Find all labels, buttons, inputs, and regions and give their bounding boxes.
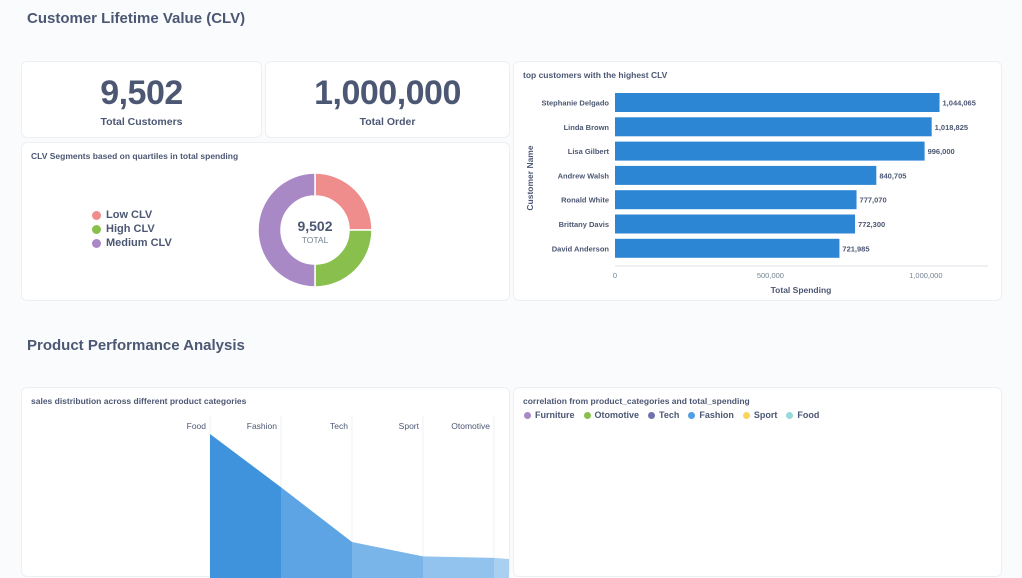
bar-andrew-walsh[interactable] <box>615 165 877 185</box>
sales-distribution-title: sales distribution across different prod… <box>31 396 247 406</box>
legend-item-tech[interactable]: Tech <box>648 410 679 420</box>
bar-linda-brown[interactable] <box>615 117 932 137</box>
donut-center-value: 9,502 <box>297 218 332 234</box>
value-label: 996,000 <box>928 147 955 156</box>
category-label: Fashion <box>247 421 278 431</box>
sales-distribution-card[interactable]: sales distribution across different prod… <box>21 387 510 578</box>
bar-stephanie-delgado[interactable] <box>615 93 940 112</box>
legend-item-fashion[interactable]: Fashion <box>688 410 734 420</box>
bar-brittany-davis[interactable] <box>615 214 856 234</box>
donut-center-label: TOTAL <box>302 235 329 245</box>
category-label: Food <box>187 421 207 431</box>
funnel-area-food[interactable] <box>210 434 281 578</box>
legend-label: Low CLV <box>106 209 153 221</box>
top-customers-title: top customers with the highest CLV <box>523 70 668 80</box>
legend-item-food[interactable]: Food <box>786 410 819 420</box>
total-order-card[interactable]: 1,000,000 Total Order <box>265 61 510 138</box>
funnel-area-tech[interactable] <box>352 542 423 578</box>
clv-segments-title: CLV Segments based on quartiles in total… <box>31 151 239 161</box>
legend-item-sport[interactable]: Sport <box>742 410 778 420</box>
category-label: Otomotive <box>451 421 490 431</box>
total-order-label: Total Order <box>359 116 416 128</box>
legend-label: Fashion <box>699 410 734 420</box>
value-label: 1,044,065 <box>943 99 976 108</box>
legend-item-furniture[interactable]: Furniture <box>524 410 575 420</box>
legend-dot-icon <box>688 411 696 419</box>
funnel-area-otomotive[interactable] <box>494 557 509 578</box>
total-order-value: 1,000,000 <box>314 74 461 112</box>
donut-slice-medium-clv[interactable] <box>257 172 316 288</box>
correlation-card[interactable]: correlation from product_categories and … <box>513 387 1002 577</box>
category-label: Linda Brown <box>564 123 610 132</box>
legend-dot-icon <box>524 411 531 419</box>
total-customers-card[interactable]: 9,502 Total Customers <box>21 61 262 138</box>
value-label: 777,070 <box>860 196 887 205</box>
clv-donut-chart[interactable]: 9,502 TOTAL <box>250 165 380 295</box>
funnel-area-sport[interactable] <box>423 556 494 578</box>
category-label: Andrew Walsh <box>558 171 610 180</box>
legend-item-otomotive[interactable]: Otomotive <box>583 410 640 420</box>
category-label: David Anderson <box>552 244 610 253</box>
legend-label: Medium CLV <box>106 237 172 249</box>
category-label: Sport <box>399 421 420 431</box>
clv-segments-card[interactable]: CLV Segments based on quartiles in total… <box>21 142 510 301</box>
total-customers-value: 9,502 <box>100 74 183 112</box>
y-axis-label: Customer Name <box>525 145 535 210</box>
product-section-title: Product Performance Analysis <box>27 337 245 354</box>
legend-item-low-clv[interactable]: Low CLV <box>92 209 152 221</box>
legend-dot-icon <box>648 411 656 419</box>
top-customers-bar-chart[interactable]: Stephanie Delgado 1,044,065 Linda Brown 1,0… <box>514 82 1001 302</box>
x-tick-label: 500,000 <box>757 271 784 280</box>
x-tick-label: 0 <box>613 271 617 280</box>
category-label: Tech <box>330 421 348 431</box>
correlation-legend: Furniture Otomotive Tech Fashion Sport F… <box>524 410 819 420</box>
funnel-area-fashion[interactable] <box>281 487 352 578</box>
category-label: Stephanie Delgado <box>541 99 609 108</box>
value-label: 1,018,825 <box>935 123 968 132</box>
legend-dot-icon <box>786 411 794 419</box>
legend-dot-icon <box>583 411 591 419</box>
value-label: 840,705 <box>879 171 906 180</box>
legend-dot-icon <box>92 224 101 234</box>
category-label: Ronald White <box>561 196 609 205</box>
legend-label: Otomotive <box>594 410 640 420</box>
legend-label: Furniture <box>535 410 575 420</box>
bar-david-anderson[interactable] <box>615 238 840 258</box>
legend-item-medium-clv[interactable]: Medium CLV <box>92 237 172 249</box>
legend-dot-icon <box>742 411 750 419</box>
x-axis-label: Total Spending <box>771 285 832 295</box>
category-label: Brittany Davis <box>559 220 609 229</box>
legend-item-high-clv[interactable]: High CLV <box>92 223 155 235</box>
top-customers-card[interactable]: top customers with the highest CLV Steph… <box>513 61 1002 301</box>
legend-label: High CLV <box>106 223 155 235</box>
legend-dot-icon <box>92 238 101 248</box>
bar-ronald-white[interactable] <box>615 190 857 210</box>
legend-dot-icon <box>92 210 101 220</box>
legend-label: Sport <box>753 410 778 420</box>
legend-label: Tech <box>659 410 680 420</box>
value-label: 772,300 <box>858 220 885 229</box>
sales-distribution-chart[interactable]: FoodFashionTechSportOtomotiveFurniture <box>22 408 509 578</box>
value-label: 721,985 <box>842 244 869 253</box>
legend-label: Food <box>797 410 820 420</box>
total-customers-label: Total Customers <box>100 116 183 128</box>
bar-lisa-gilbert[interactable] <box>615 141 925 161</box>
category-label: Lisa Gilbert <box>568 147 610 156</box>
correlation-title: correlation from product_categories and … <box>523 396 750 406</box>
x-tick-label: 1,000,000 <box>909 271 942 280</box>
clv-section-title: Customer Lifetime Value (CLV) <box>27 10 246 27</box>
